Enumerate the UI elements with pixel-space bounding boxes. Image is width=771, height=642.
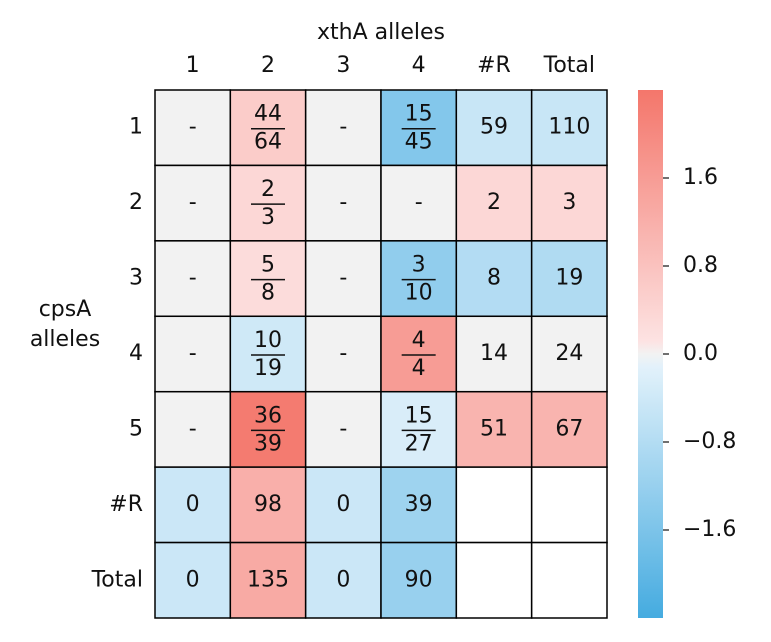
cell-label: 24 bbox=[555, 341, 583, 366]
cell bbox=[380, 466, 458, 544]
cell bbox=[304, 541, 382, 619]
row-label: 1 bbox=[129, 115, 143, 140]
cell-denominator: 64 bbox=[254, 130, 282, 155]
cell bbox=[530, 541, 608, 619]
cell bbox=[455, 466, 533, 544]
cell-numerator: 4 bbox=[412, 328, 426, 353]
cell bbox=[229, 315, 307, 393]
row-label: Total bbox=[91, 567, 143, 592]
cell bbox=[304, 390, 382, 468]
cell-numerator: 44 bbox=[254, 102, 282, 127]
cell-numerator: 15 bbox=[405, 102, 433, 127]
cell-label: - bbox=[339, 416, 347, 441]
column-label: 1 bbox=[186, 53, 200, 78]
cell bbox=[530, 164, 608, 242]
row-label: 3 bbox=[129, 266, 143, 291]
colorbar bbox=[638, 90, 663, 618]
cell-denominator: 19 bbox=[254, 356, 282, 381]
cell bbox=[530, 240, 608, 318]
cell bbox=[304, 315, 382, 393]
cell bbox=[304, 164, 382, 242]
column-label: 2 bbox=[261, 53, 275, 78]
cell bbox=[455, 541, 533, 619]
cell-label: - bbox=[189, 190, 197, 215]
row-label: 4 bbox=[129, 341, 143, 366]
cell-denominator: 10 bbox=[405, 281, 433, 306]
cell-numerator: 2 bbox=[261, 177, 275, 202]
cell-label: 98 bbox=[254, 492, 282, 517]
x-axis-label: xthA alleles bbox=[317, 20, 445, 45]
column-label: 3 bbox=[336, 53, 350, 78]
row-label: 5 bbox=[129, 416, 143, 441]
cell bbox=[154, 240, 232, 318]
cell-denominator: 45 bbox=[405, 130, 433, 155]
column-label: 4 bbox=[412, 53, 426, 78]
cell bbox=[229, 541, 307, 619]
cell-label: - bbox=[339, 266, 347, 291]
cell-denominator: 4 bbox=[412, 356, 426, 381]
cell-label: 110 bbox=[548, 115, 590, 140]
cell bbox=[455, 240, 533, 318]
cell-label: - bbox=[189, 115, 197, 140]
cell-label: - bbox=[189, 416, 197, 441]
cell bbox=[229, 240, 307, 318]
cell-label: 0 bbox=[336, 567, 350, 592]
cell-label: 59 bbox=[480, 115, 508, 140]
cell-label: - bbox=[339, 341, 347, 366]
cell-label: 2 bbox=[487, 190, 501, 215]
cell-denominator: 3 bbox=[261, 205, 275, 230]
colorbar-tick-label: −0.8 bbox=[683, 429, 736, 454]
cell-label: - bbox=[339, 115, 347, 140]
cell bbox=[530, 89, 608, 167]
column-label: Total bbox=[543, 53, 595, 78]
cell-label: 0 bbox=[336, 492, 350, 517]
cell-numerator: 5 bbox=[261, 253, 275, 278]
cell bbox=[154, 315, 232, 393]
cell-numerator: 36 bbox=[254, 403, 282, 428]
cell-denominator: 8 bbox=[261, 281, 275, 306]
cell-label: 39 bbox=[405, 492, 433, 517]
cell bbox=[154, 164, 232, 242]
cell-label: 67 bbox=[555, 416, 583, 441]
cell bbox=[530, 466, 608, 544]
cell bbox=[455, 315, 533, 393]
cell-label: - bbox=[189, 341, 197, 366]
cell-numerator: 10 bbox=[254, 328, 282, 353]
cell-numerator: 15 bbox=[405, 403, 433, 428]
row-label: #R bbox=[109, 492, 143, 517]
cell-numerator: 3 bbox=[412, 253, 426, 278]
cell bbox=[304, 466, 382, 544]
cell bbox=[380, 164, 458, 242]
cell-label: 90 bbox=[405, 567, 433, 592]
cell-label: - bbox=[189, 266, 197, 291]
cell-label: - bbox=[339, 190, 347, 215]
cell-label: 3 bbox=[562, 190, 576, 215]
colorbar-tick-label: 0.0 bbox=[683, 341, 718, 366]
colorbar-tick-label: 1.6 bbox=[683, 165, 718, 190]
cell-label: 135 bbox=[247, 567, 289, 592]
cell-denominator: 39 bbox=[254, 431, 282, 456]
cell bbox=[154, 89, 232, 167]
colorbar-tick-label: −1.6 bbox=[683, 517, 736, 542]
cell bbox=[530, 390, 608, 468]
y-axis-label: cpsA alleles bbox=[29, 297, 101, 352]
cell-denominator: 27 bbox=[405, 431, 433, 456]
cell-label: 8 bbox=[487, 266, 501, 291]
column-label: #R bbox=[477, 53, 511, 78]
cell-label: 51 bbox=[480, 416, 508, 441]
cell-label: 19 bbox=[555, 266, 583, 291]
row-label: 2 bbox=[129, 190, 143, 215]
cell-label: - bbox=[415, 190, 423, 215]
cell-label: 0 bbox=[186, 492, 200, 517]
colorbar-tick-label: 0.8 bbox=[683, 253, 718, 278]
cell bbox=[229, 89, 307, 167]
cell-label: 0 bbox=[186, 567, 200, 592]
cell-label: 14 bbox=[480, 341, 508, 366]
cell bbox=[229, 466, 307, 544]
